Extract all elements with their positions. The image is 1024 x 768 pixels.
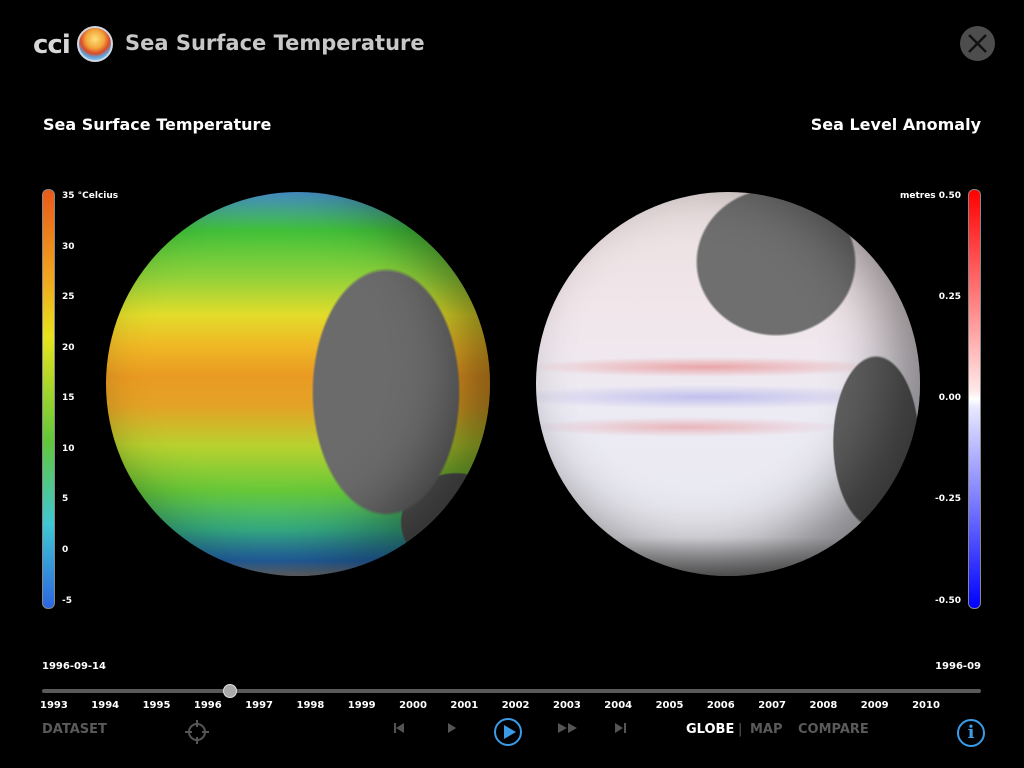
right-panel-title: Sea Level Anomaly (810, 115, 981, 134)
timeline-year[interactable]: 2009 (860, 700, 889, 711)
timeline-year[interactable]: 2004 (604, 700, 633, 711)
timeline-year[interactable]: 2010 (912, 700, 940, 711)
app-header: cci Sea Surface Temperature (0, 0, 1024, 90)
dataset-button[interactable]: DATASET (42, 722, 107, 737)
sst-colorbar (42, 189, 55, 609)
timeline-year[interactable]: 1998 (296, 700, 325, 711)
timeline-year[interactable]: 2007 (758, 700, 787, 711)
timeline-year[interactable]: 1993 (40, 700, 68, 711)
step-back-icon[interactable] (392, 721, 408, 735)
globe-logo-icon (77, 26, 113, 62)
legend-tick: 0.00 (938, 393, 961, 403)
timeline-year[interactable]: 1995 (142, 700, 171, 711)
legend-tick: 20 (62, 343, 75, 353)
legend-tick: 30 (62, 242, 75, 252)
timeline-year[interactable]: 1994 (91, 700, 120, 711)
timeline-year[interactable]: 2000 (399, 700, 427, 711)
legend-tick: 35 °Celcius (62, 191, 119, 201)
legend-tick: 0 (62, 545, 69, 555)
timeline-year[interactable]: 2006 (706, 700, 735, 711)
prev-icon[interactable] (446, 721, 458, 735)
timeline-years: 1993 1994 1995 1996 1997 1998 1999 2000 2001 2002… (40, 700, 950, 714)
view-map-button[interactable]: MAP (750, 722, 783, 737)
app-title: Sea Surface Temperature (125, 31, 425, 55)
current-date-left: 1996-09-14 (42, 661, 106, 672)
legend-tick: metres 0.50 (899, 191, 961, 201)
sst-globe[interactable] (106, 192, 490, 576)
legend-tick: 0.25 (938, 292, 961, 302)
legend-tick: -0.25 (935, 494, 961, 504)
timeline-year[interactable]: 1996 (193, 700, 222, 711)
legend-tick: -0.50 (935, 596, 961, 606)
play-icon (504, 725, 516, 739)
timeline-year[interactable]: 2005 (655, 700, 684, 711)
fast-forward-icon[interactable] (557, 721, 581, 735)
info-button[interactable]: i (957, 719, 985, 747)
left-panel-title: Sea Surface Temperature (43, 115, 272, 134)
timeline-year[interactable]: 2002 (501, 700, 530, 711)
close-icon (968, 34, 987, 53)
sla-globe[interactable] (536, 192, 920, 576)
legend-tick: 25 (62, 292, 75, 302)
timeline-handle[interactable] (222, 684, 237, 698)
close-button[interactable] (960, 26, 995, 61)
legend-tick: -5 (62, 596, 72, 606)
step-forward-icon[interactable] (613, 721, 629, 735)
view-separator: | (738, 722, 743, 737)
timeline-track[interactable] (42, 689, 981, 693)
legend-tick: 10 (62, 444, 75, 454)
view-compare-button[interactable]: COMPARE (798, 722, 869, 737)
sla-colorbar (968, 189, 981, 609)
timeline-year[interactable]: 2008 (809, 700, 838, 711)
current-date-right: 1996-09 (935, 661, 981, 672)
view-globe-button[interactable]: GLOBE (686, 722, 735, 737)
timeline-year[interactable]: 2001 (450, 700, 479, 711)
timeline-year[interactable]: 1999 (347, 700, 376, 711)
legend-tick: 15 (62, 393, 75, 403)
crosshair-icon[interactable] (184, 719, 210, 745)
play-button[interactable] (494, 718, 522, 746)
legend-tick: 5 (62, 494, 69, 504)
brand-text: cci (33, 30, 71, 60)
timeline-year[interactable]: 2003 (553, 700, 581, 711)
timeline-year[interactable]: 1997 (245, 700, 274, 711)
